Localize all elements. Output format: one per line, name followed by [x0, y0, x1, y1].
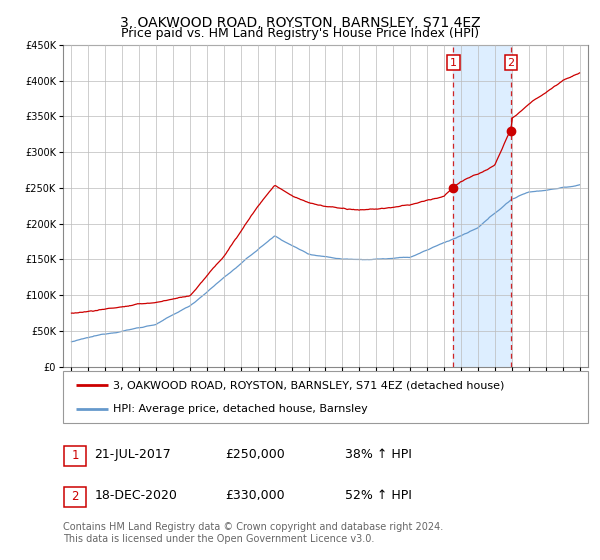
Text: £250,000: £250,000	[225, 448, 285, 461]
Text: 3, OAKWOOD ROAD, ROYSTON, BARNSLEY, S71 4EZ: 3, OAKWOOD ROAD, ROYSTON, BARNSLEY, S71 …	[119, 16, 481, 30]
FancyBboxPatch shape	[64, 487, 86, 507]
Text: 1: 1	[450, 58, 457, 68]
Text: 1: 1	[71, 449, 79, 463]
FancyBboxPatch shape	[64, 446, 86, 466]
Text: HPI: Average price, detached house, Barnsley: HPI: Average price, detached house, Barn…	[113, 404, 368, 414]
Text: 2: 2	[508, 58, 515, 68]
Text: Price paid vs. HM Land Registry's House Price Index (HPI): Price paid vs. HM Land Registry's House …	[121, 27, 479, 40]
Text: Contains HM Land Registry data © Crown copyright and database right 2024.
This d: Contains HM Land Registry data © Crown c…	[63, 522, 443, 544]
Text: 21-JUL-2017: 21-JUL-2017	[94, 448, 171, 461]
Text: 2: 2	[71, 490, 79, 503]
Text: 52% ↑ HPI: 52% ↑ HPI	[345, 489, 412, 502]
FancyBboxPatch shape	[63, 371, 588, 423]
Text: 3, OAKWOOD ROAD, ROYSTON, BARNSLEY, S71 4EZ (detached house): 3, OAKWOOD ROAD, ROYSTON, BARNSLEY, S71 …	[113, 380, 504, 390]
Text: £330,000: £330,000	[225, 489, 284, 502]
Text: 18-DEC-2020: 18-DEC-2020	[94, 489, 177, 502]
Text: 38% ↑ HPI: 38% ↑ HPI	[345, 448, 412, 461]
Bar	[454, 45, 511, 367]
